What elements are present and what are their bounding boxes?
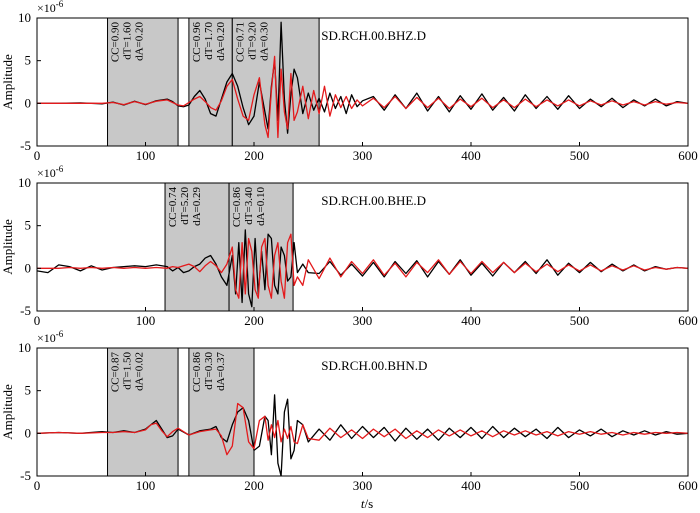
trace-synthetic-0: [37, 55, 688, 139]
y-axis-label-2: Amplitude: [0, 384, 15, 440]
station-title-1: SD.RCH.00.BHE.D: [321, 193, 426, 208]
window-label-0-0-1: dT=1.60: [122, 22, 134, 60]
x-tick-label-2-6: 600: [678, 478, 698, 493]
x-axis-label-unit: /s: [364, 496, 373, 511]
window-label-0-2-0: CC=0.71: [234, 22, 246, 62]
x-tick-label-0-6: 600: [678, 148, 698, 163]
window-2-0: [107, 347, 179, 477]
window-label-1-1-0: CC=0.86: [231, 187, 243, 228]
x-tick-label-1-4: 400: [461, 313, 481, 328]
panel-0: CC=0.90 dT=1.60 dA=0.20 CC=0.96 dT=1.70 dA=0.…: [0, 0, 698, 163]
x-tick-label-1-6: 600: [678, 313, 698, 328]
window-label-0-1-2: dA=0.20: [215, 22, 227, 61]
window-label-1-1-1: dT=3.40: [243, 187, 255, 225]
x-tick-label-0-4: 400: [461, 148, 481, 163]
y-tick-label-1-1: 0: [25, 260, 32, 275]
x-tick-label-0-1: 100: [136, 148, 156, 163]
y-axis-label-0: Amplitude: [0, 54, 15, 110]
window-label-0-0-0: CC=0.90: [110, 22, 122, 63]
window-label-2-1-2: dA=0.37: [215, 352, 227, 391]
x-tick-label-1-2: 200: [244, 313, 264, 328]
window-0-0: [107, 17, 179, 147]
trace-synthetic-2: [37, 402, 688, 456]
x-tick-label-0-5: 500: [570, 148, 590, 163]
trace-observed-2: [37, 394, 688, 476]
x-tick-label-2-0: 0: [34, 478, 41, 493]
window-label-0-2-2: dA=0.30: [258, 22, 270, 61]
trace-observed-1: [37, 229, 688, 308]
window-label-0-0-2: dA=0.20: [134, 22, 146, 61]
trace-synthetic-1: [37, 233, 688, 299]
y-tick-label-0-0: -5: [20, 138, 31, 153]
x-axis-label: t/s: [361, 496, 373, 511]
window-0-1: [188, 17, 233, 147]
x-tick-label-1-1: 100: [136, 313, 156, 328]
window-label-2-1-1: dT=0.30: [203, 352, 215, 390]
y-exponent-0: ×10-6: [37, 0, 64, 15]
y-tick-label-0-3: 10: [18, 10, 31, 25]
x-tick-label-2-4: 400: [461, 478, 481, 493]
y-exponent-1: ×10-6: [37, 164, 64, 180]
x-tick-label-2-5: 500: [570, 478, 590, 493]
window-label-0-1-0: CC=0.96: [191, 22, 203, 63]
y-tick-label-1-2: 5: [25, 218, 32, 233]
x-tick-label-0-3: 300: [353, 148, 373, 163]
x-tick-label-0-2: 200: [244, 148, 264, 163]
x-tick-label-1-5: 500: [570, 313, 590, 328]
x-tick-label-2-2: 200: [244, 478, 264, 493]
window-label-0-2-1: dT=9.20: [246, 22, 258, 60]
window-label-2-0-2: dA=0.02: [134, 352, 146, 391]
window-1-0: [164, 182, 230, 312]
y-tick-label-2-2: 5: [25, 383, 32, 398]
window-label-1-1-2: dA=0.10: [255, 187, 267, 226]
x-tick-label-2-3: 300: [353, 478, 373, 493]
window-label-2-0-0: CC=0.87: [110, 352, 122, 393]
y-tick-label-2-1: 0: [25, 425, 32, 440]
y-tick-label-0-2: 5: [25, 53, 32, 68]
window-label-2-0-1: dT=1.50: [122, 352, 134, 390]
station-title-2: SD.RCH.00.BHN.D: [321, 358, 427, 373]
x-tick-label-1-3: 300: [353, 313, 373, 328]
y-tick-label-0-1: 0: [25, 95, 32, 110]
x-tick-label-1-0: 0: [34, 313, 41, 328]
y-tick-label-2-3: 10: [18, 340, 31, 355]
window-label-1-0-0: CC=0.74: [167, 187, 179, 228]
x-tick-label-2-1: 100: [136, 478, 156, 493]
panel-2: CC=0.87 dT=1.50 dA=0.02 CC=0.86 dT=0.30 dA=0.…: [0, 329, 698, 493]
y-axis-label-1: Amplitude: [0, 219, 15, 275]
y-exponent-2: ×10-6: [37, 329, 64, 345]
panel-1: CC=0.74 dT=5.20 dA=0.29 CC=0.86 dT=3.40 dA=0.…: [0, 164, 698, 328]
panels: CC=0.90 dT=1.60 dA=0.20 CC=0.96 dT=1.70 dA=0.…: [0, 0, 698, 493]
x-axis-label-var: t: [361, 496, 365, 511]
y-tick-label-1-3: 10: [18, 175, 31, 190]
y-tick-label-2-0: -5: [20, 468, 31, 483]
station-title-0: SD.RCH.00.BHZ.D: [321, 28, 426, 43]
y-tick-label-1-0: -5: [20, 303, 31, 318]
window-label-0-1-1: dT=1.70: [203, 22, 215, 60]
window-label-2-1-0: CC=0.86: [191, 352, 203, 393]
window-label-1-0-1: dT=5.20: [179, 187, 191, 225]
window-label-1-0-2: dA=0.29: [191, 187, 203, 226]
x-tick-label-0-0: 0: [34, 148, 41, 163]
